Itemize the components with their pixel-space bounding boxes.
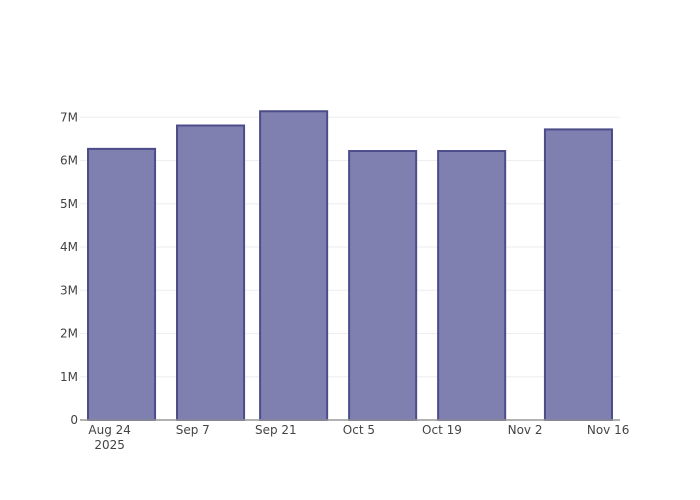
bar <box>259 110 329 421</box>
x-tick-label: Nov 16 <box>587 423 630 437</box>
bar <box>543 128 613 422</box>
x-tick-label: Sep 21 <box>255 423 297 437</box>
y-tick-label: 1M <box>60 370 78 384</box>
x-tick-label: Nov 2 <box>508 423 543 437</box>
x-tick-label: Sep 7 <box>176 423 210 437</box>
x-tick-year: 2025 <box>94 438 125 452</box>
bars <box>87 110 613 422</box>
x-tick-label: Oct 19 <box>422 423 462 437</box>
y-tick-label: 5M <box>60 197 78 211</box>
y-tick-label: 0 <box>70 413 78 427</box>
x-tick-label: Aug 24 <box>88 423 131 437</box>
y-tick-label: 7M <box>60 110 78 124</box>
bar <box>348 150 418 421</box>
bar <box>437 150 507 421</box>
x-tick-label: Oct 5 <box>343 423 375 437</box>
y-tick-label: 4M <box>60 240 78 254</box>
y-tick-label: 2M <box>60 327 78 341</box>
y-tick-label: 6M <box>60 154 78 168</box>
bar <box>176 124 246 421</box>
y-axis-ticks: 0 1M 2M 3M 4M 5M 6M 7M <box>60 110 78 427</box>
y-tick-label: 3M <box>60 283 78 297</box>
bar <box>87 147 157 421</box>
